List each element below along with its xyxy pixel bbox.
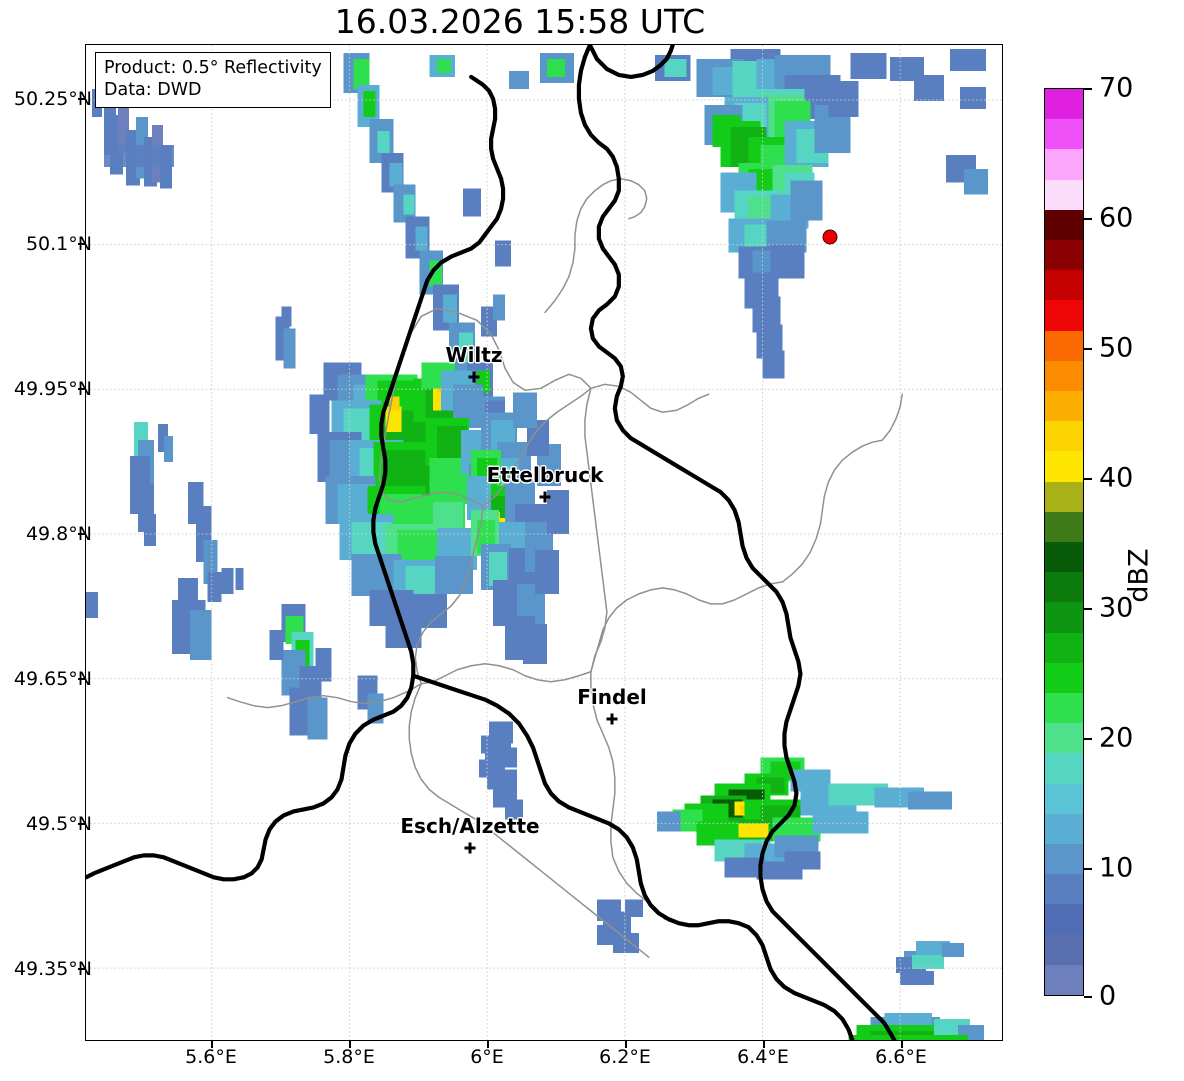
y-tick-mark xyxy=(78,968,85,970)
colorbar-tick-mark xyxy=(1084,996,1092,998)
colorbar-band-25 xyxy=(1045,844,1083,875)
colorbar-band-28 xyxy=(1045,934,1083,965)
product-info-box: Product: 0.5° Reflectivity Data: DWD xyxy=(95,52,331,108)
colorbar-tick-label-0: 0 xyxy=(1099,980,1117,1012)
colorbar-tick-mark xyxy=(1084,88,1092,90)
x-tick-mark xyxy=(487,1041,489,1048)
y-tick-label-4995: 49.95°N xyxy=(13,378,92,400)
colorbar-band-27 xyxy=(1045,904,1083,935)
colorbar-band-14 xyxy=(1045,511,1083,543)
map-canvas: Wiltz Ettelbruck Findel Esch/Alzette xyxy=(86,45,1002,1040)
colorbar-band-8 xyxy=(1045,330,1083,361)
echo-south-streak xyxy=(596,899,643,954)
y-tick-label-501: 50.1°N xyxy=(25,233,92,255)
y-tick-mark xyxy=(78,678,85,680)
x-tick-mark xyxy=(625,1041,627,1048)
x-tick-mark xyxy=(763,1041,765,1048)
echo-ettelbruck-cell xyxy=(467,392,569,664)
radar-echo-layer xyxy=(86,48,989,1040)
x-tick-mark xyxy=(349,1041,351,1048)
colorbar-band-16 xyxy=(1045,572,1083,603)
colorbar-tick-mark xyxy=(1084,608,1092,610)
colorbar-band-18 xyxy=(1045,632,1083,663)
colorbar-band-0 xyxy=(1045,89,1083,120)
colorbar-band-3 xyxy=(1045,179,1083,210)
colorbar-band-10 xyxy=(1045,391,1083,422)
echo-moselle-cell xyxy=(656,757,953,880)
y-tick-mark xyxy=(78,823,85,825)
colorbar-band-21 xyxy=(1045,723,1083,754)
colorbar-band-5 xyxy=(1045,240,1083,271)
colorbar-tick-mark xyxy=(1084,738,1092,740)
colorbar[interactable] xyxy=(1044,88,1084,996)
colorbar-band-6 xyxy=(1045,270,1083,301)
x-tick-label-56: 5.6°E xyxy=(185,1046,237,1068)
y-tick-label-5025: 50.25°N xyxy=(13,88,92,110)
y-tick-mark xyxy=(78,243,85,245)
colorbar-band-22 xyxy=(1045,753,1083,784)
echo-misc xyxy=(429,54,530,267)
colorbar-band-4 xyxy=(1045,209,1083,241)
map-svg xyxy=(86,45,1002,1040)
colorbar-band-20 xyxy=(1045,693,1083,724)
colorbar-tick-label-10: 10 xyxy=(1099,852,1134,884)
y-tick-mark xyxy=(78,98,85,100)
y-tick-mark xyxy=(78,533,85,535)
colorbar-tick-label-70: 70 xyxy=(1099,72,1134,104)
radar-site-marker[interactable] xyxy=(822,229,838,245)
x-tick-label-58: 5.8°E xyxy=(323,1046,375,1068)
colorbar-band-23 xyxy=(1045,783,1083,814)
y-tick-label-4935: 49.35°N xyxy=(13,958,92,980)
colorbar-band-29 xyxy=(1045,964,1083,995)
colorbar-band-17 xyxy=(1045,602,1083,633)
data-source-line: Data: DWD xyxy=(104,80,202,101)
colorbar-band-13 xyxy=(1045,481,1083,512)
colorbar-gradient xyxy=(1045,89,1083,995)
y-tick-label-4965: 49.65°N xyxy=(13,668,92,690)
x-tick-mark xyxy=(211,1041,213,1048)
colorbar-band-15 xyxy=(1045,542,1083,573)
colorbar-tick-label-50: 50 xyxy=(1099,332,1134,364)
product-line: Product: 0.5° Reflectivity xyxy=(104,58,322,78)
page-title: 16.03.2026 15:58 UTC xyxy=(334,2,706,41)
colorbar-tick-mark xyxy=(1084,478,1092,480)
colorbar-band-26 xyxy=(1045,874,1083,905)
colorbar-band-11 xyxy=(1045,421,1083,452)
echo-west-streaks xyxy=(86,422,244,660)
x-tick-label-62: 6.2°E xyxy=(599,1046,651,1068)
colorbar-band-7 xyxy=(1045,300,1083,331)
echo-northeast-cell xyxy=(654,48,989,379)
colorbar-band-19 xyxy=(1045,662,1083,694)
y-tick-label-495: 49.5°N xyxy=(25,813,92,835)
x-tick-label-66: 6.6°E xyxy=(875,1046,927,1068)
national-borders xyxy=(86,45,897,1040)
colorbar-tick-mark xyxy=(1084,348,1092,350)
colorbar-tick-label-40: 40 xyxy=(1099,462,1134,494)
colorbar-tick-mark xyxy=(1084,868,1092,870)
echo-south-edge-cell xyxy=(848,1013,985,1040)
echo-southeast-small-cell xyxy=(896,941,965,986)
colorbar-band-24 xyxy=(1045,813,1083,845)
x-tick-label-64: 6.4°E xyxy=(737,1046,789,1068)
y-tick-mark xyxy=(78,388,85,390)
colorbar-band-9 xyxy=(1045,360,1083,392)
colorbar-tick-label-20: 20 xyxy=(1099,722,1134,754)
colorbar-band-1 xyxy=(1045,119,1083,150)
colorbar-band-12 xyxy=(1045,451,1083,482)
colorbar-band-2 xyxy=(1045,149,1083,180)
map-plot-area[interactable]: Wiltz Ettelbruck Findel Esch/Alzette xyxy=(85,44,1003,1041)
regional-borders xyxy=(226,177,903,958)
echo-southwest-streaks xyxy=(269,603,384,740)
colorbar-tick-mark xyxy=(1084,218,1092,220)
colorbar-tick-label-60: 60 xyxy=(1099,202,1134,234)
echo-findel-northwest-streak xyxy=(479,721,524,820)
x-tick-mark xyxy=(901,1041,903,1048)
y-tick-label-498: 49.8°N xyxy=(25,523,92,545)
colorbar-tick-label-30: 30 xyxy=(1099,592,1134,624)
x-tick-label-6: 6°E xyxy=(470,1046,504,1068)
colorbar-axis-label: dBZ xyxy=(1123,548,1155,603)
